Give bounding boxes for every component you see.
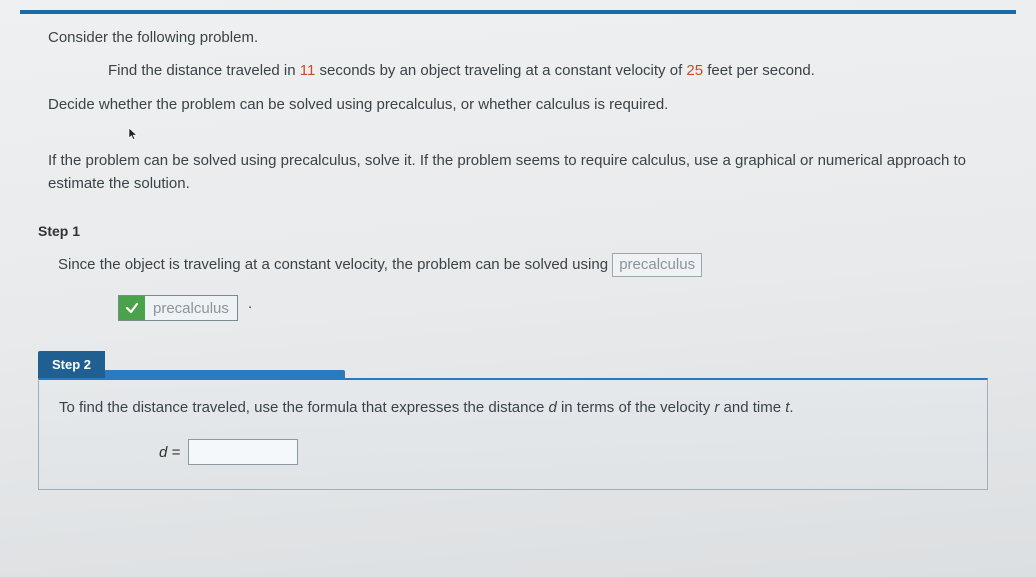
step1-text-pre: Since the object is traveling at a const… [58,256,612,273]
step1-accepted-row: precalculus . [58,287,988,321]
step2-text: To find the distance traveled, use the f… [59,396,967,419]
mouse-cursor-icon [128,127,138,141]
accepted-answer-badge: precalculus [118,295,238,321]
page-root: Consider the following problem. Find the… [0,0,1036,577]
var-d: d [548,399,556,416]
decide-text: Decide whether the problem can be solved… [48,93,988,116]
step2-section: Step 2 To find the distance traveled, us… [48,351,988,490]
step2-tab-bar [105,370,345,378]
problem-body-mid: seconds by an object traveling at a cons… [315,62,686,79]
step1-answer-box: precalculus [612,253,702,277]
problem-lead: Consider the following problem. [48,26,988,49]
problem-body: Find the distance traveled in 11 seconds… [48,59,988,82]
step2-text-a: To find the distance traveled, use the f… [59,399,548,416]
step1-line: Since the object is traveling at a const… [58,253,988,277]
accent-bar [20,10,1016,14]
problem-body-pre: Find the distance traveled in [108,62,300,79]
content-area: Consider the following problem. Find the… [0,26,1036,490]
step1-heading: Step 1 [38,223,988,239]
step2-text-b: in terms of the velocity [557,399,715,416]
step2-tab-row: Step 2 [38,351,988,378]
formula-lhs: d = [159,444,180,461]
instruction-text: If the problem can be solved using preca… [48,149,988,196]
distance-formula-input[interactable] [188,439,298,465]
step2-tab: Step 2 [38,351,105,378]
step1-body: Since the object is traveling at a const… [48,253,988,321]
checkmark-icon [119,296,145,320]
step1-trailing-period: . [248,295,252,312]
step2-text-d: . [789,399,793,416]
problem-body-post: feet per second. [703,62,815,79]
formula-row: d = [59,439,967,465]
accepted-answer-text: precalculus [145,296,237,320]
seconds-value: 11 [300,62,316,79]
rate-value: 25 [686,62,703,79]
step2-panel: To find the distance traveled, use the f… [38,378,988,490]
mouse-cursor-row [48,126,988,143]
step2-text-c: and time [719,399,785,416]
